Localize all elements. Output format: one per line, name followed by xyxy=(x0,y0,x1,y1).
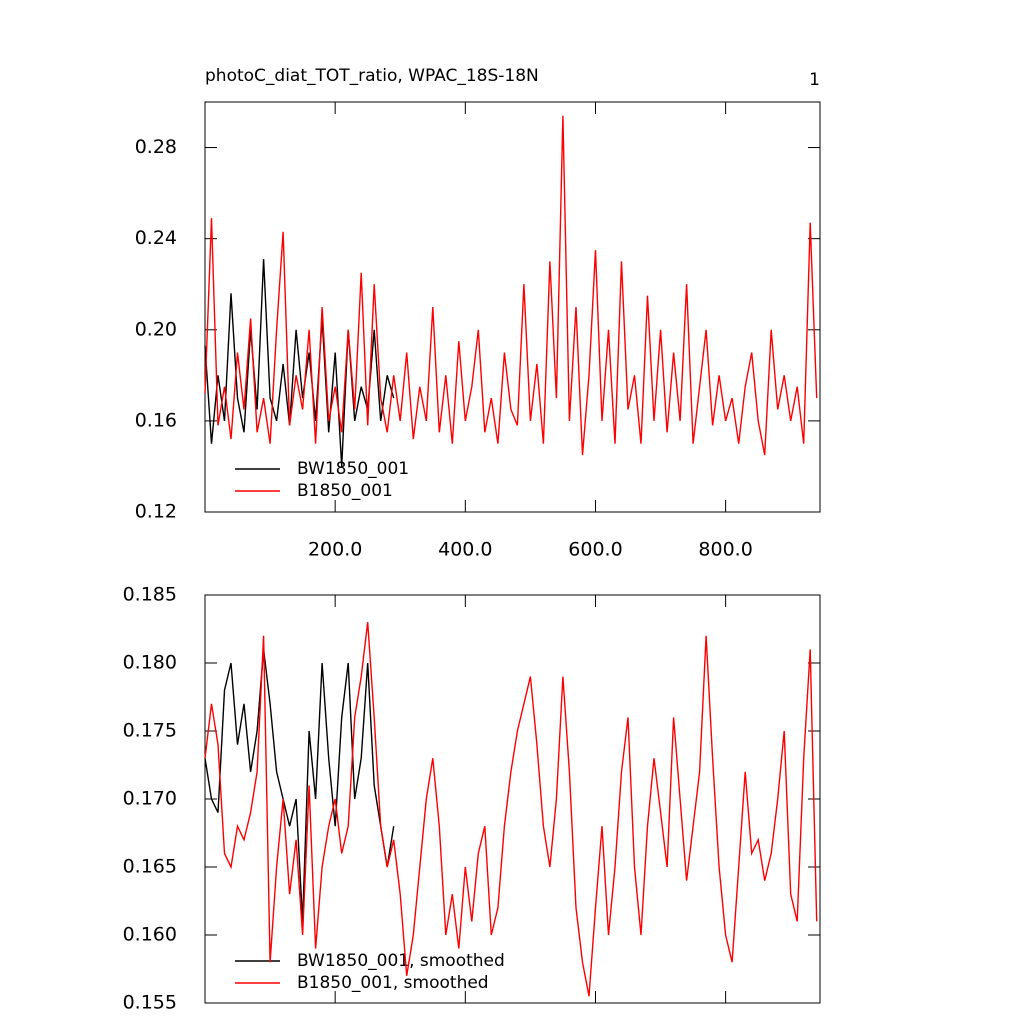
y-tick-label: 0.175 xyxy=(123,720,177,742)
x-tick-label: 200.0 xyxy=(308,539,362,561)
series-line xyxy=(204,622,818,997)
y-tick-label: 0.20 xyxy=(135,318,177,340)
y-tick-label: 0.155 xyxy=(123,992,177,1014)
legend-label: BW1850_001, smoothed xyxy=(297,951,505,971)
series-line xyxy=(204,649,395,922)
y-tick-label: 0.12 xyxy=(135,501,177,523)
series-line xyxy=(204,115,818,456)
legend-label: BW1850_001 xyxy=(297,459,409,479)
legend-label: B1850_001 xyxy=(297,481,393,501)
y-tick-label: 0.185 xyxy=(123,584,177,606)
x-tick-label: 400.0 xyxy=(438,539,492,561)
y-tick-label: 0.28 xyxy=(135,136,177,158)
y-tick-label: 0.24 xyxy=(135,227,177,249)
panel-label: 1 xyxy=(809,70,820,90)
y-tick-label: 0.170 xyxy=(123,788,177,810)
y-tick-label: 0.16 xyxy=(135,409,177,431)
y-tick-label: 0.165 xyxy=(123,856,177,878)
y-tick-label: 0.160 xyxy=(123,924,177,946)
plot-frame xyxy=(204,101,821,513)
legend-label: B1850_001, smoothed xyxy=(297,973,489,993)
x-tick-label: 800.0 xyxy=(698,539,752,561)
y-tick-label: 0.180 xyxy=(123,652,177,674)
x-tick-label: 600.0 xyxy=(568,539,622,561)
chart-title: photoC_diat_TOT_ratio, WPAC_18S-18N xyxy=(205,66,539,86)
series-line xyxy=(204,259,395,467)
